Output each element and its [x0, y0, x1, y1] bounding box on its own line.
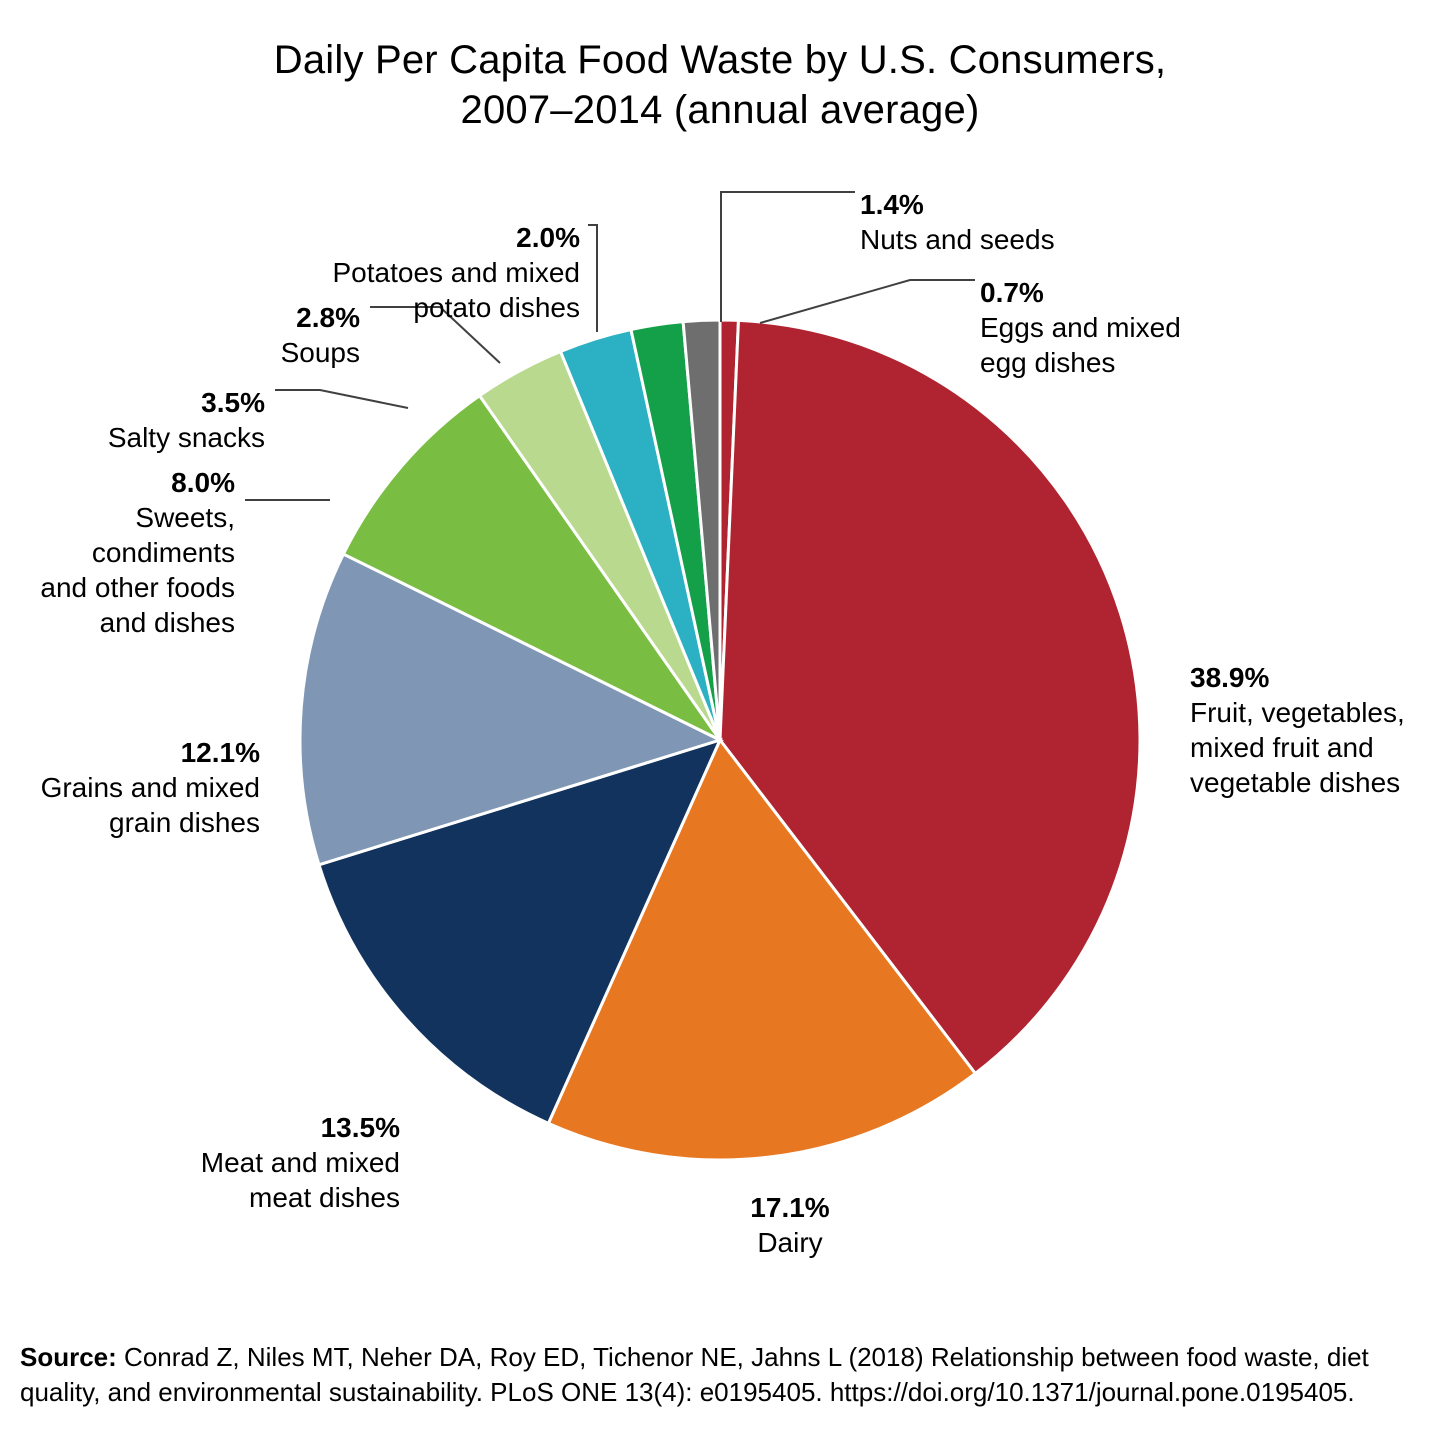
slice-name: Grains and mixedgrain dishes [41, 770, 260, 840]
source-citation: Source: Conrad Z, Niles MT, Neher DA, Ro… [20, 1340, 1420, 1410]
leader-line [588, 225, 597, 332]
slice-percent: 38.9% [1190, 660, 1405, 695]
slice-name: Meat and mixedmeat dishes [201, 1145, 400, 1215]
slice-label: 0.7%Eggs and mixedegg dishes [980, 275, 1181, 380]
slice-name: Sweets,condimentsand other foodsand dish… [40, 500, 235, 640]
slice-name: Eggs and mixedegg dishes [980, 310, 1181, 380]
slice-label: 3.5%Salty snacks [108, 385, 265, 455]
slice-percent: 0.7% [980, 275, 1181, 310]
slice-label: 1.4%Nuts and seeds [860, 187, 1055, 257]
slice-label: 2.0%Potatoes and mixedpotato dishes [333, 220, 581, 325]
slice-percent: 3.5% [108, 385, 265, 420]
slice-percent: 2.0% [333, 220, 581, 255]
slice-name: Soups [281, 335, 360, 370]
slice-percent: 8.0% [40, 465, 235, 500]
slice-name: Fruit, vegetables,mixed fruit andvegetab… [1190, 695, 1405, 800]
slice-label: 8.0%Sweets,condimentsand other foodsand … [40, 465, 235, 640]
slice-label: 13.5%Meat and mixedmeat dishes [201, 1110, 400, 1215]
slice-percent: 12.1% [41, 735, 260, 770]
slice-percent: 1.4% [860, 187, 1055, 222]
chart-container: Daily Per Capita Food Waste by U.S. Cons… [0, 0, 1440, 1440]
slice-name: Dairy [750, 1225, 829, 1260]
slice-percent: 13.5% [201, 1110, 400, 1145]
slice-name: Salty snacks [108, 420, 265, 455]
slice-name: Potatoes and mixedpotato dishes [333, 255, 581, 325]
leader-line [760, 280, 975, 323]
source-label: Source: [20, 1342, 117, 1372]
slice-label: 12.1%Grains and mixedgrain dishes [41, 735, 260, 840]
source-text: Conrad Z, Niles MT, Neher DA, Roy ED, Ti… [20, 1342, 1369, 1407]
leader-line [275, 390, 408, 408]
slice-label: 17.1%Dairy [750, 1190, 829, 1260]
slice-percent: 17.1% [750, 1190, 829, 1225]
slice-label: 38.9%Fruit, vegetables,mixed fruit andve… [1190, 660, 1405, 800]
slice-name: Nuts and seeds [860, 222, 1055, 257]
